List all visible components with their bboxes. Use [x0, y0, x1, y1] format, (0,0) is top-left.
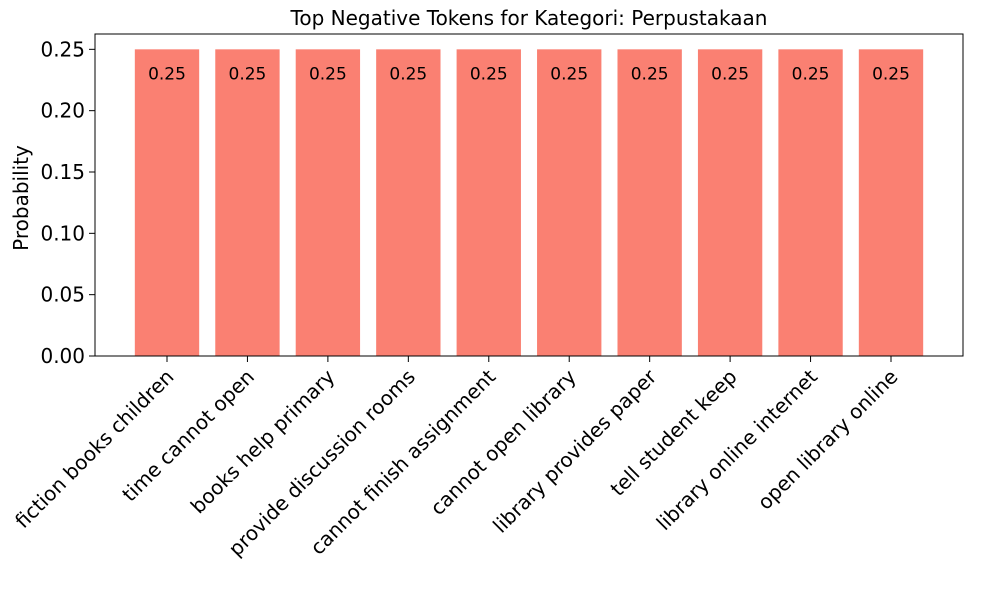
bar-value-label-8: 0.25: [792, 64, 830, 84]
bar-0: [134, 49, 200, 356]
plot-area: 0.25 0.25 0.25 0.25 0.25 0.25 0.25 0.25 0.25 0.25: [134, 49, 924, 356]
x-tick-label-6: library provides paper: [488, 364, 662, 538]
x-tick-label-0: fiction books children: [10, 365, 178, 533]
bar-value-label-9: 0.25: [872, 64, 910, 84]
x-tick-label-2: books help primary: [186, 364, 340, 518]
bar-value-label-3: 0.25: [389, 64, 427, 84]
bar-2: [295, 49, 361, 356]
bar-1: [215, 49, 280, 356]
bar-9: [858, 49, 924, 356]
bar-value-label-7: 0.25: [711, 64, 749, 84]
plot-frame: [94, 33, 964, 357]
bar-value-label-2: 0.25: [309, 64, 347, 84]
y-tick-label-5: 0.25: [40, 37, 85, 61]
bar-value-label-1: 0.25: [229, 64, 267, 84]
y-tick-label-0: 0.00: [40, 344, 85, 368]
x-tick-label-9: open library online: [753, 365, 903, 515]
y-axis: 0.00 0.05 0.10 0.15 0.20 0.25: [40, 37, 95, 368]
x-tick-label-8: library online internet: [652, 364, 823, 535]
y-axis-label: Probability: [9, 145, 33, 251]
bar-5: [537, 49, 602, 356]
y-tick-label-4: 0.20: [40, 99, 85, 123]
bar-4: [456, 49, 521, 356]
chart-title: Top Negative Tokens for Kategori: Perpus…: [290, 6, 768, 30]
x-tick-label-1: time cannot open: [117, 365, 259, 507]
y-tick-label-1: 0.05: [40, 283, 85, 307]
y-tick-label-2: 0.10: [40, 221, 85, 245]
bar-value-label-6: 0.25: [631, 64, 669, 84]
bar-7: [697, 49, 763, 356]
bar-value-label-5: 0.25: [550, 64, 588, 84]
bar-8: [778, 49, 843, 356]
y-tick-label-3: 0.15: [40, 160, 85, 184]
x-tick-label-5: cannot open library: [425, 364, 580, 519]
bar-6: [617, 49, 682, 356]
bar-value-label-0: 0.25: [148, 64, 186, 84]
bar-value-label-4: 0.25: [470, 64, 508, 84]
bar-3: [376, 49, 441, 356]
